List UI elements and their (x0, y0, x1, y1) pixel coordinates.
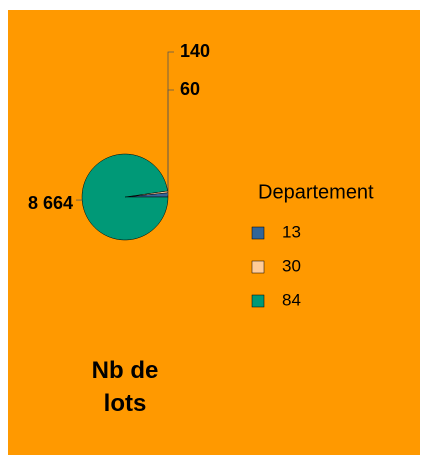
legend-label: 13 (282, 222, 301, 241)
legend-swatch (251, 260, 265, 274)
background (8, 10, 420, 455)
pie-slice (81, 153, 169, 241)
data-label: 60 (180, 79, 200, 99)
legend-label: 84 (282, 290, 301, 309)
chart-title: Nb de lots (91, 357, 159, 417)
data-label: 140 (180, 41, 210, 61)
legend-swatch (251, 294, 265, 308)
legend-title: Departement (258, 181, 374, 203)
leader-line (167, 89, 174, 193)
legend-swatch (251, 226, 265, 240)
data-label: 8 664 (28, 193, 73, 213)
legend-label: 30 (282, 256, 301, 275)
